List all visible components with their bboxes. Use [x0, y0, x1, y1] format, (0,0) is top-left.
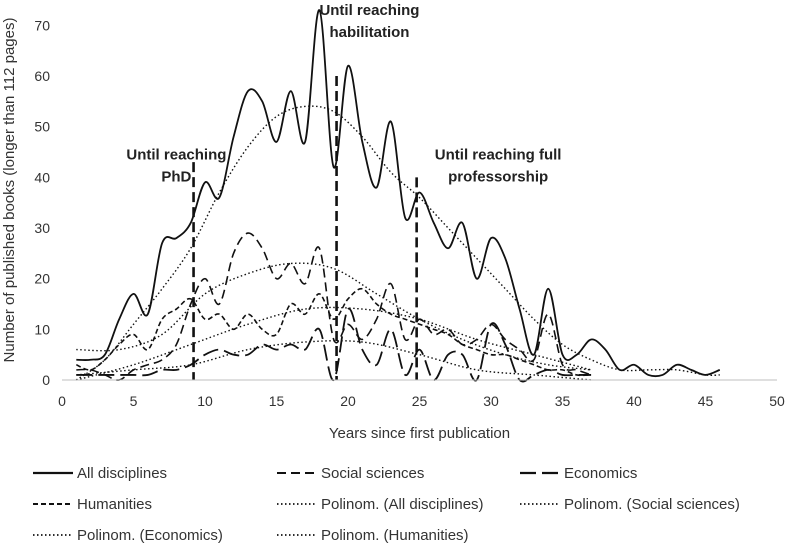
x-tick-label: 30 — [483, 393, 499, 409]
y-tick-label: 10 — [34, 321, 50, 337]
x-tick-label: 5 — [130, 393, 138, 409]
legend-label: All disciplines — [77, 465, 167, 482]
x-tick-label: 50 — [769, 393, 785, 409]
series-line-0 — [76, 9, 721, 378]
legend-label: Economics — [564, 465, 637, 482]
y-tick-label: 0 — [42, 372, 50, 388]
stage-annotation-1: Until reaching habilitation — [319, 2, 419, 41]
series-line-5 — [76, 262, 592, 371]
legend-label: Social sciences — [321, 465, 424, 482]
legend: All disciplines Social sciences Economics H… — [33, 465, 740, 544]
stage-annotation-2: Until reaching full professorship — [435, 147, 562, 186]
legend-label: Polinom. (Economics) — [77, 527, 223, 544]
stage-annotation-0: Until reaching PhD — [126, 147, 226, 186]
series-line-1 — [76, 232, 592, 381]
x-tick-label: 15 — [269, 393, 285, 409]
legend-label: Polinom. (Social sciences) — [564, 496, 740, 513]
y-tick-label: 40 — [34, 169, 50, 185]
y-tick-label: 70 — [34, 17, 50, 33]
x-tick-label: 25 — [412, 393, 428, 409]
axes: 0 5 10 15 20 25 30 35 40 45 50 0 10 20 30 40 50 60 70 Years… — [1, 17, 785, 442]
series-line-7 — [76, 306, 592, 381]
legend-label: Polinom. (All disciplines) — [321, 496, 484, 513]
x-tick-label: 0 — [58, 393, 66, 409]
x-tick-label: 35 — [555, 393, 571, 409]
y-tick-label: 20 — [34, 271, 50, 287]
stage-annotation-line: habilitation — [329, 24, 409, 41]
legend-label: Humanities — [77, 496, 152, 513]
y-tick-label: 30 — [34, 220, 50, 236]
x-tick-label: 20 — [340, 393, 356, 409]
plot-lines — [75, 9, 721, 383]
x-tick-label: 40 — [626, 393, 642, 409]
stage-annotation-line: Until reaching full — [435, 147, 562, 164]
series-line-3 — [75, 287, 592, 377]
stage-annotation-line: Until reaching — [126, 147, 226, 164]
x-axis-title: Years since first publication — [329, 425, 510, 442]
y-tick-label: 60 — [34, 68, 50, 84]
y-axis-title: Number of published books (longer than 1… — [1, 18, 18, 363]
stage-annotation-line: PhD — [161, 169, 191, 186]
legend-label: Polinom. (Humanities) — [321, 527, 469, 544]
stage-annotation-line: professorship — [448, 169, 548, 186]
stage-annotation-line: Until reaching — [319, 2, 419, 19]
x-tick-label: 10 — [197, 393, 213, 409]
x-tick-label: 45 — [698, 393, 714, 409]
annotations: Until reaching PhD Until reaching habilitat… — [126, 2, 561, 185]
y-tick-label: 50 — [34, 119, 50, 135]
